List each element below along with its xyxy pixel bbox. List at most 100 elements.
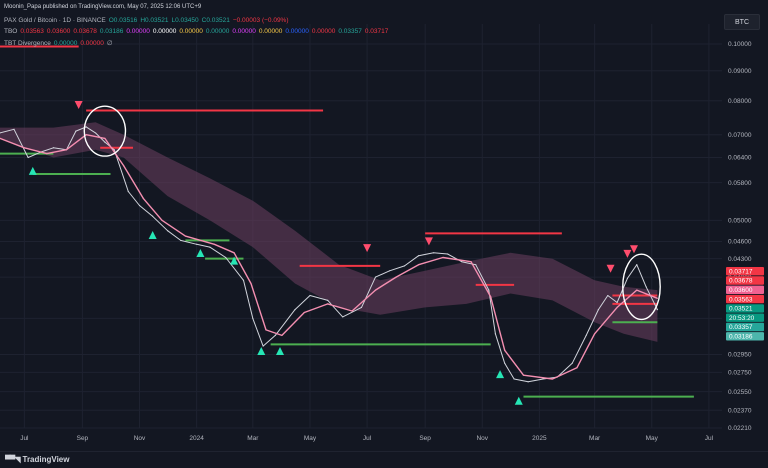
fast-ma-point-4	[85, 134, 87, 136]
fast-ma-point-8	[161, 219, 163, 221]
fast-ma-point-26	[551, 378, 554, 380]
low-value: L0.03450	[171, 17, 199, 24]
price-point-38	[504, 362, 506, 364]
close-value: C0.03521	[201, 17, 230, 24]
price-point-46	[607, 294, 609, 297]
price-point-21	[262, 345, 264, 347]
price-point-33	[447, 253, 449, 255]
fast-ma-point-6	[123, 164, 125, 167]
fast-ma-point-20	[417, 264, 420, 266]
circle-annotation-1	[622, 253, 661, 321]
price-point-14	[167, 230, 169, 232]
tbo-value-3: 0.03186	[99, 28, 124, 35]
fast-ma-point-24	[504, 349, 506, 351]
tbo-value-9: 0.00000	[258, 28, 283, 35]
price-tag-bg-6	[726, 322, 764, 332]
price-tag-bg-2	[726, 285, 764, 294]
fast-ma-point-28	[594, 333, 596, 335]
fast-ma-point-23	[490, 296, 492, 298]
buy-signal-3	[230, 256, 239, 265]
y-tick-label-5: 0.05800	[728, 180, 752, 187]
tbo-value-13: 0.03717	[364, 28, 389, 35]
x-tick-label-5: May	[304, 435, 317, 442]
symbol-name[interactable]: PAX Gold / Bitcoin · 1D · BINANCE	[4, 17, 106, 24]
tbo-value-4: 0.00000	[126, 28, 150, 35]
y-tick-label-12: 0.02750	[728, 370, 752, 377]
sell-signal-2	[424, 237, 433, 246]
fast-ma-point-29	[616, 306, 618, 309]
price-tag-bg-1	[726, 276, 764, 285]
x-tick-label-10: Mar	[589, 435, 601, 442]
price-point-36	[488, 289, 490, 291]
y-tick-label-15: 0.02210	[728, 425, 752, 432]
y-tick-label-2: 0.08000	[728, 98, 752, 105]
tbt-values: 0.00000 0.00000 ∅	[54, 39, 113, 48]
cloud-band	[0, 122, 658, 342]
price-point-16	[196, 243, 198, 245]
tradingview-brand[interactable]: ▀▀◥ TradingView	[5, 455, 69, 464]
brand-text: TradingView	[22, 455, 70, 464]
price-point-7	[85, 126, 87, 128]
price-tag-bg-5	[726, 313, 764, 322]
fast-ma-point-9	[184, 235, 187, 237]
fast-ma-point-18	[374, 289, 377, 291]
y-tick-label-6: 0.05000	[728, 218, 752, 225]
price-tag-4: 0.03521	[729, 306, 753, 313]
price-point-23	[294, 308, 296, 311]
y-tick-label-7: 0.04600	[728, 239, 752, 246]
tbo-legend-row: TBO 0.03563 0.03600 0.03678 0.03186 0.00000 0…	[4, 28, 388, 35]
published-info: Moonin_Papa published on TradingView.com…	[4, 4, 202, 10]
price-point-24	[309, 294, 311, 297]
y-tick-label-14: 0.02370	[728, 407, 752, 414]
price-point-15	[180, 239, 182, 242]
tradingview-logo-icon: ▀▀◥	[5, 455, 20, 464]
fast-ma-point-27	[576, 367, 578, 369]
symbol-badge[interactable]: BTC	[724, 14, 760, 30]
fast-ma-point-0	[0, 137, 1, 139]
fast-ma-point-1	[23, 147, 25, 149]
price-tag-bg-3	[726, 294, 764, 304]
price-point-2	[27, 156, 29, 159]
fast-ma-point-14	[281, 334, 283, 337]
price-point-28	[374, 276, 377, 278]
price-point-26	[342, 316, 344, 318]
fast-ma-point-16	[327, 303, 329, 305]
price-point-10	[113, 149, 115, 151]
price-point-40	[527, 381, 529, 383]
tbt-label[interactable]: TBT Divergence	[4, 39, 51, 47]
y-tick-label-4: 0.06400	[728, 155, 752, 162]
price-point-30	[403, 265, 406, 267]
price-point-8	[94, 132, 97, 134]
price-tag-bg-4	[726, 304, 764, 313]
fast-ma-point-21	[442, 256, 444, 259]
price-point-48	[626, 277, 629, 279]
fast-ma-point-7	[142, 197, 144, 199]
price-point-27	[360, 306, 363, 309]
price-axis-panel	[722, 24, 768, 448]
price-point-18	[225, 256, 227, 259]
tbo-value-7: 0.00000	[205, 28, 230, 35]
price-point-9	[104, 141, 106, 143]
price-point-45	[597, 308, 599, 311]
x-tick-label-0: Jul	[20, 435, 29, 442]
price-point-35	[475, 264, 477, 266]
circle-annotation-0	[83, 105, 127, 157]
x-tick-label-12: Jul	[705, 435, 714, 442]
high-value: H0.03521	[140, 17, 169, 24]
x-tick-label-2: Nov	[134, 435, 146, 442]
price-point-1	[13, 128, 15, 130]
price-point-34	[461, 261, 463, 263]
tbt-legend-row: TBT Divergence 0.00000 0.00000 ∅	[4, 39, 113, 48]
price-point-11	[127, 190, 129, 193]
fast-ma-point-5	[104, 137, 106, 139]
tbo-values: 0.03563 0.03600 0.03678 0.03186 0.00000 0.000…	[20, 28, 388, 35]
tbo-label[interactable]: TBO	[4, 28, 18, 35]
tbo-value-8: 0.00000	[232, 28, 256, 35]
price-point-29	[388, 270, 391, 272]
x-tick-label-11: May	[646, 435, 659, 442]
price-point-4	[52, 147, 54, 149]
x-tick-label-7: Sep	[419, 435, 431, 442]
price-tag-2: 0.03600	[729, 287, 753, 294]
